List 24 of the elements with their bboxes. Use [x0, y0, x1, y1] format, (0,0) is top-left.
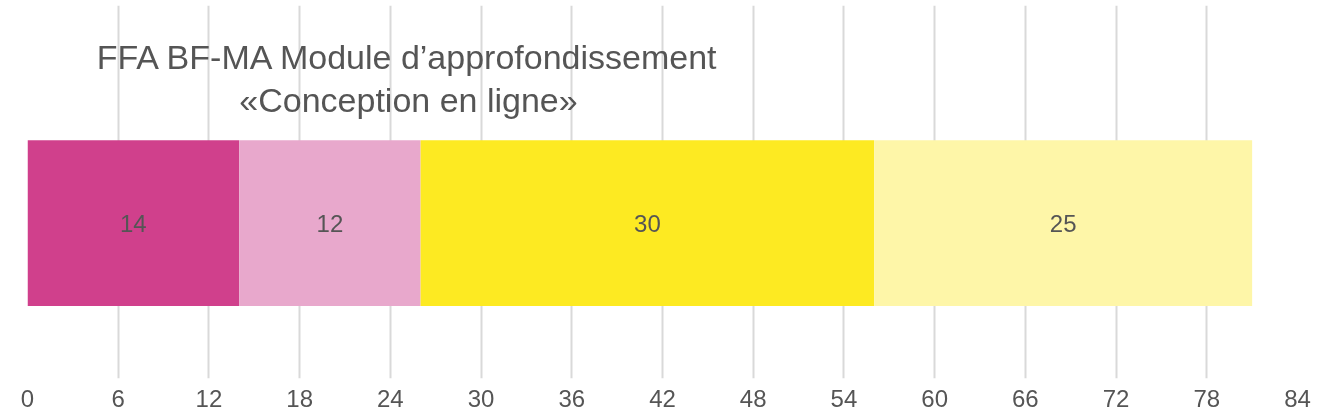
x-tick-label: 60	[921, 384, 948, 409]
bar	[420, 140, 875, 306]
x-tick-label: 42	[649, 384, 676, 409]
x-tick-label: 36	[558, 384, 586, 409]
x-tick-label: 24	[377, 384, 404, 409]
x-tick-label: 30	[467, 384, 495, 409]
x-tick-label: 0	[20, 384, 35, 409]
x-tick-label: 54	[830, 384, 858, 409]
data-label: 25	[1049, 209, 1077, 237]
text: FFA BF-MA Module d’approfondissement «Conception en ligne»	[96, 37, 718, 120]
bar	[27, 140, 240, 306]
x-tick-label: 66	[1012, 384, 1039, 409]
x-tick-label: 84	[1284, 384, 1311, 409]
data-label: 12	[316, 209, 344, 237]
x-tick-label: 18	[286, 384, 313, 409]
x-tick-label: 48	[739, 384, 767, 409]
bar	[239, 140, 421, 306]
bar	[874, 140, 1253, 306]
x-tick-label: 78	[1193, 384, 1221, 409]
data-label: 14	[119, 209, 147, 237]
x-tick-label: 72	[1102, 384, 1130, 409]
x-tick-label: 12	[195, 384, 223, 409]
data-label: 30	[634, 209, 661, 237]
x-tick-label: 6	[111, 384, 125, 409]
